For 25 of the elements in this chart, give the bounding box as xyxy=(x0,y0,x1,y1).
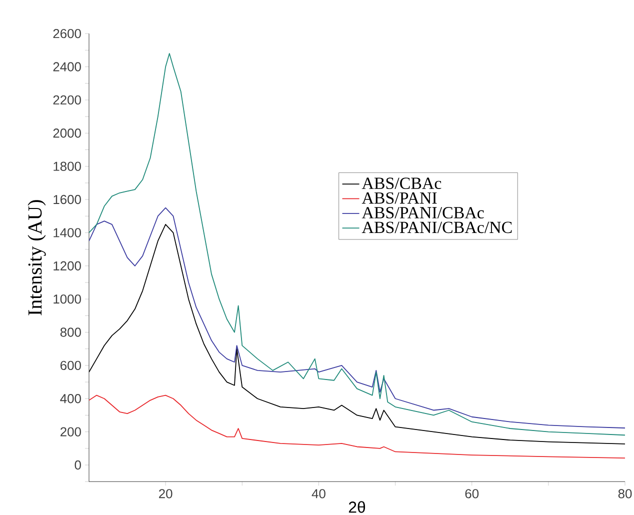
y-tick-label: 1400 xyxy=(54,228,81,238)
x-tick-label: 80 xyxy=(618,489,632,498)
line-series xyxy=(89,53,626,436)
legend-label: ABS/PANI xyxy=(362,192,437,204)
y-tick-label: 1000 xyxy=(54,294,81,304)
y-tick-label: 2400 xyxy=(53,62,81,72)
legend-label: ABS/PANI/CBAc xyxy=(362,207,484,218)
y-tick-label: 0 xyxy=(74,460,81,470)
y-tick-label: 1800 xyxy=(54,162,81,171)
y-tick-label: 600 xyxy=(60,360,81,370)
y-axis-title: Intensity (AU) xyxy=(28,200,46,316)
legend-label: ABS/CBAc xyxy=(362,178,442,190)
y-tick-label: 400 xyxy=(60,394,81,404)
y-tick-label: 200 xyxy=(60,427,81,436)
y-tick-label: 1600 xyxy=(54,194,81,204)
y-tick-label: 1200 xyxy=(54,261,81,270)
x-tick-label: 20 xyxy=(159,489,172,498)
x-tick-label: 60 xyxy=(465,489,479,498)
x-tick-label: 40 xyxy=(312,489,326,498)
y-tick-label: 2000 xyxy=(53,128,81,138)
y-tick-label: 2600 xyxy=(53,29,81,38)
y-tick-label: 2200 xyxy=(53,95,81,105)
x-axis-title: 2θ xyxy=(348,501,366,513)
y-tick-label: 800 xyxy=(60,328,81,337)
legend-label: ABS/PANI/CBAc/NC xyxy=(362,222,512,234)
